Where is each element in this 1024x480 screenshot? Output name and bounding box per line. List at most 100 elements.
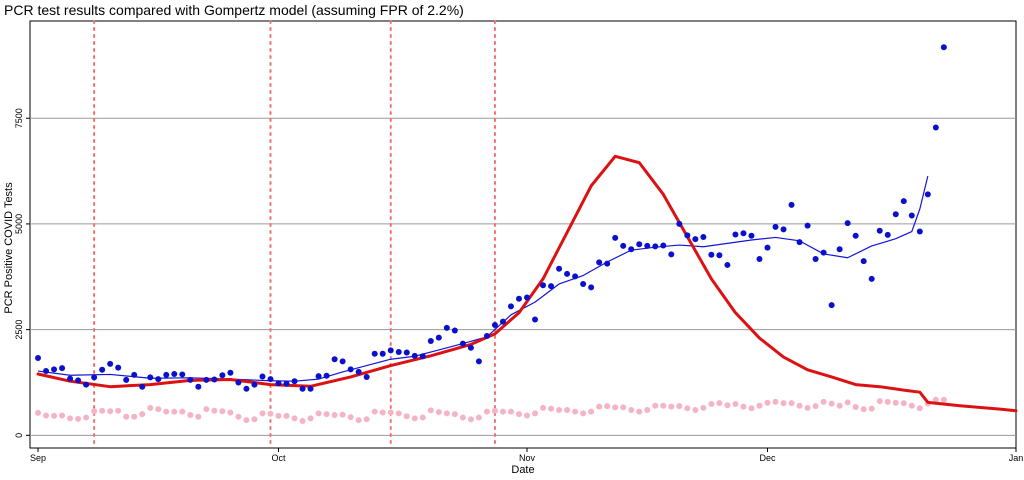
fpr-point [788,400,795,407]
observed-point [660,242,667,249]
x-axis: Sep Oct Nov Dec Jan [30,448,1023,463]
fpr-point [684,405,691,412]
observed-point [564,270,571,277]
observed-point [916,228,923,235]
x-tick-label: Oct [271,453,286,463]
y-tick-label: 5000 [14,214,24,234]
observed-point [243,385,250,392]
fpr-point [772,398,779,405]
observed-point [283,380,290,387]
observed-point [644,242,651,249]
observed-point [676,220,683,227]
observed-point [532,316,539,323]
observed-point [668,251,675,258]
fpr-point [387,409,394,416]
observed-point [211,376,218,383]
fpr-point [828,400,835,407]
fpr-point [339,411,346,418]
fpr-point [435,409,442,416]
plot-area [29,20,1017,449]
observed-point [387,347,394,354]
fpr-point [540,404,547,411]
fpr-point [75,415,82,422]
observed-point [35,354,42,361]
observed-point [451,327,458,334]
fpr-point [572,408,579,415]
observed-point [900,198,907,205]
smoothed-line [37,176,929,382]
fpr-point [491,407,498,414]
observed-point [419,353,426,360]
observed-point [379,350,386,357]
fpr-point [179,408,186,415]
observed-point [427,338,434,345]
observed-point [924,191,931,198]
fpr-point [315,410,322,417]
fpr-point [515,411,522,418]
observed-point [612,234,619,241]
fpr-point [660,402,667,409]
fpr-point [91,408,98,415]
observed-point [588,284,595,291]
observed-point [820,249,827,256]
fpr-point [724,402,731,409]
fpr-point [443,410,450,417]
fpr-point [355,417,362,424]
observed-point [740,230,747,237]
observed-point [355,368,362,375]
plot-frame [29,20,1017,449]
fpr-point [756,402,763,409]
observed-point [403,349,410,356]
observed-point [251,381,258,388]
x-tick-label: Nov [519,453,536,463]
observed-point [275,380,282,387]
observed-point [51,366,58,373]
fpr-point [363,416,370,423]
observed-point [107,360,114,367]
fpr-point [676,403,683,410]
fpr-point [35,409,42,416]
fpr-point [596,403,603,410]
observed-point [467,344,474,351]
observed-point [868,275,875,282]
observed-point [91,374,98,381]
fpr-point [331,412,338,419]
fpr-point [740,403,747,410]
observed-point [75,377,82,384]
observed-point [572,273,579,280]
model-line-layer [36,154,1018,413]
fpr-point [139,411,146,418]
observed-point [700,234,707,241]
fpr-point [524,412,531,419]
observed-point [828,302,835,309]
fpr-point [67,415,74,422]
observed-point [940,44,947,51]
fpr-point [227,409,234,416]
fpr-point [764,399,771,406]
fpr-point [51,412,58,419]
observed-point [932,124,939,131]
fpr-point [171,408,178,415]
observed-point [796,239,803,246]
observed-point [788,201,795,208]
fpr-point [796,402,803,409]
observed-point [59,365,66,372]
observed-point [836,246,843,253]
observed-point [756,256,763,263]
observed-point [395,349,402,356]
observed-point [171,371,178,378]
observed-point [347,366,354,373]
observed-point [692,236,699,243]
observed-point [115,364,122,371]
observed-point [235,379,242,386]
fpr-point [291,415,298,422]
fpr-point [916,405,923,412]
observed-point [892,211,899,218]
fpr-point [419,414,426,421]
observed-point [267,376,274,383]
fpr-point [692,406,699,413]
observed-point [435,334,442,341]
fpr-point [147,404,154,411]
